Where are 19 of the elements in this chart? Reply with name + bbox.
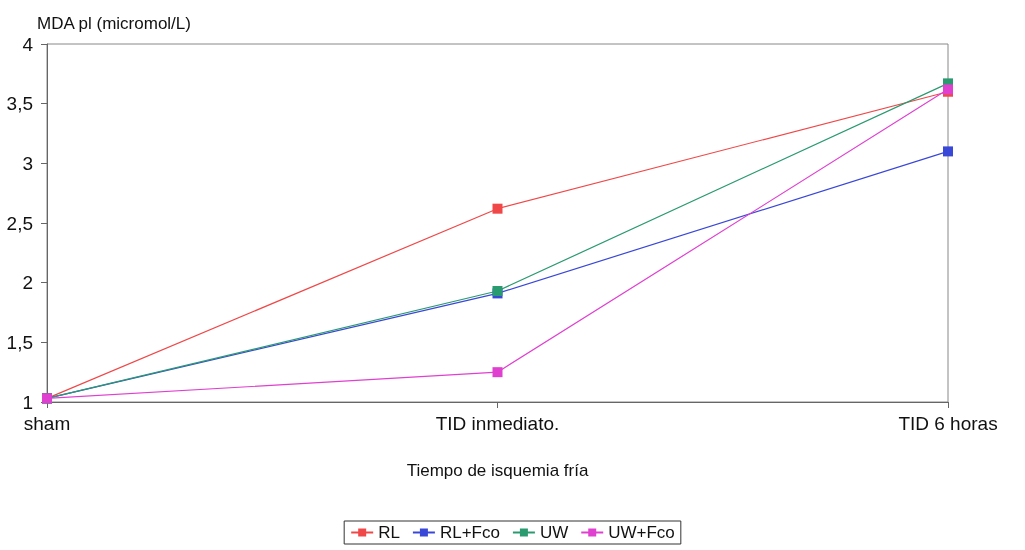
y-tick-label: 3: [22, 152, 33, 174]
point: [943, 146, 953, 157]
x-axis-title: Tiempo de isquemia fría: [406, 461, 589, 480]
y-axis-title: MDA pl (micromol/L): [37, 14, 191, 33]
legend-label: UW: [539, 523, 569, 542]
legend-label: RL: [378, 523, 400, 542]
x-tick-label: sham: [23, 413, 71, 434]
point: [492, 367, 503, 378]
y-tick-label: 3,5: [6, 93, 33, 115]
legend-label: UW+Fco: [608, 523, 675, 542]
legend-label: RL+Fco: [439, 523, 500, 542]
x-tick-label: TID inmediato.: [435, 413, 560, 434]
y-tick-label: 1,5: [6, 331, 33, 353]
y-tick-label: 4: [22, 33, 34, 55]
y-tick-label: 2: [22, 272, 33, 294]
x-tick-label: TID 6 horas: [898, 413, 998, 434]
y-tick-label: 1: [22, 391, 33, 413]
point: [492, 203, 503, 214]
y-tick-label: 2,5: [6, 212, 33, 234]
